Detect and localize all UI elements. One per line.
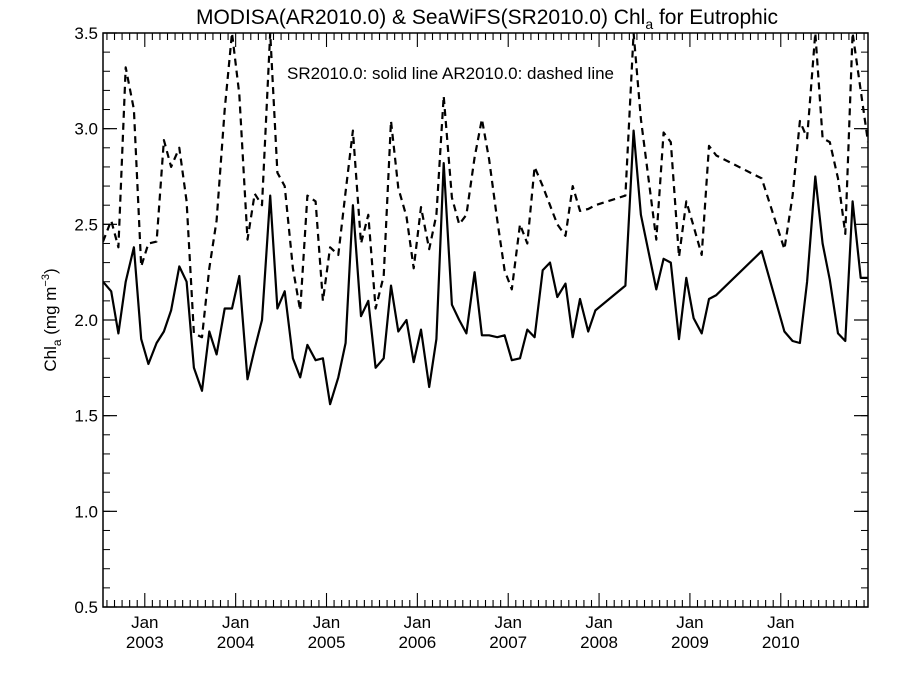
- x-tick-year-label: 2004: [217, 633, 255, 652]
- x-tick-month-label: Jan: [676, 613, 703, 632]
- y-axis-label: Chla (mg m−3): [40, 268, 64, 371]
- y-tick-label: 3.5: [74, 24, 98, 43]
- x-tick-month-label: Jan: [222, 613, 249, 632]
- y-tick-label: 0.5: [74, 598, 98, 617]
- series-dashed-line: [103, 33, 868, 339]
- x-tick-year-label: 2009: [671, 633, 709, 652]
- x-tick-month-label: Jan: [585, 613, 612, 632]
- x-tick-year-label: 2006: [398, 633, 436, 652]
- y-tick-label: 2.0: [74, 311, 98, 330]
- x-tick-year-label: 2003: [126, 633, 164, 652]
- series-layer: [103, 33, 868, 406]
- chart-title: MODISA(AR2010.0) & SeaWiFS(SR2010.0) Chl…: [196, 6, 778, 32]
- legend-note: SR2010.0: solid line AR2010.0: dashed li…: [287, 64, 614, 83]
- y-tick-label: 3.0: [74, 120, 98, 139]
- y-tick-label: 1.0: [74, 502, 98, 521]
- x-tick-year-label: 2005: [308, 633, 346, 652]
- x-tick-month-label: Jan: [131, 613, 158, 632]
- plot-frame: [102, 32, 869, 608]
- y-tick-label: 1.5: [74, 407, 98, 426]
- y-axis-label-text: Chla (mg m−3): [40, 268, 64, 371]
- x-tick-month-label: Jan: [495, 613, 522, 632]
- y-tick-label: 2.5: [74, 215, 98, 234]
- x-tick-year-label: 2008: [580, 633, 618, 652]
- x-tick-month-label: Jan: [313, 613, 340, 632]
- x-tick-month-label: Jan: [767, 613, 794, 632]
- chart-title-text: MODISA(AR2010.0) & SeaWiFS(SR2010.0) Chl…: [196, 6, 778, 32]
- x-axis: Jan2003Jan2004Jan2005Jan2006Jan2007Jan20…: [106, 33, 865, 652]
- x-tick-year-label: 2010: [762, 633, 800, 652]
- x-tick-year-label: 2007: [489, 633, 527, 652]
- x-tick-month-label: Jan: [404, 613, 431, 632]
- series-solid-line: [103, 129, 868, 406]
